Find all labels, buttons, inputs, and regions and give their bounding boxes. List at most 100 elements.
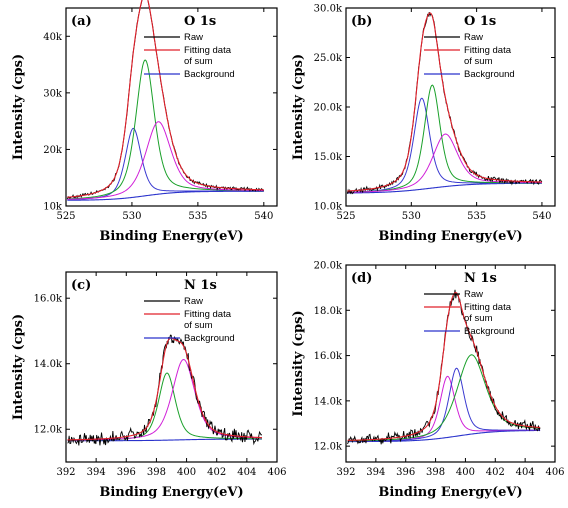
plot-frame — [345, 264, 556, 463]
legend-raw-label: Raw — [464, 32, 483, 43]
x-tick-label: 535 — [467, 211, 486, 222]
y-tick-label: 12.0k — [314, 442, 343, 453]
fit-component-2 — [347, 84, 542, 193]
x-tick-label: 530 — [402, 211, 421, 222]
x-tick-label: 404 — [516, 467, 535, 478]
x-tick-label: 530 — [122, 211, 141, 222]
legend-background-label: Background — [184, 69, 235, 80]
fit-component-1 — [67, 372, 262, 441]
y-tick-label: 40k — [43, 32, 63, 43]
x-tick-label: 394 — [87, 467, 106, 478]
y-axis-title: Intensity (cps) — [291, 54, 306, 160]
x-tick-label: 402 — [207, 467, 226, 478]
fit-component-3 — [347, 354, 541, 442]
y-tick-label: 18.0k — [314, 306, 343, 317]
legend-raw-label: Raw — [184, 296, 203, 307]
legend-fit-sum-label: of sum — [184, 320, 213, 331]
raw-data-line — [66, 0, 264, 200]
y-tick-label: 12.0k — [34, 425, 63, 436]
x-tick-label: 402 — [486, 467, 505, 478]
background-line — [347, 182, 542, 194]
x-tick-label: 540 — [532, 211, 551, 222]
panel-c: 392 394 396 398 400 402 404 406 12.0k 14.0k 16.0k B… — [11, 271, 287, 500]
y-tick-label: 20k — [43, 145, 63, 156]
panel-title: O 1s — [184, 14, 216, 29]
y-tick-label: 25.0k — [314, 53, 343, 64]
fit-component-2 — [67, 59, 264, 200]
x-tick-label: 394 — [366, 467, 385, 478]
panel-label: (a) — [71, 14, 92, 29]
x-tick-label: 398 — [147, 467, 166, 478]
fit-sum-line — [67, 0, 264, 198]
fit-component-2 — [67, 359, 262, 441]
x-tick-label: 540 — [254, 211, 273, 222]
legend-fit-sum-label: Fitting data — [464, 302, 512, 313]
raw-data-line — [346, 12, 543, 195]
raw-data-line — [67, 334, 263, 446]
legend-background-label: Background — [184, 333, 235, 344]
panel-title: N 1s — [464, 271, 497, 286]
x-axis-title: Binding Energy(eV) — [378, 485, 522, 500]
y-tick-label: 20.0k — [314, 261, 343, 272]
y-tick-label: 16.0k — [314, 351, 343, 362]
x-tick-label: 406 — [545, 467, 564, 478]
fit-sum-line — [67, 337, 262, 441]
legend-fit-sum-label: Fitting data — [184, 45, 232, 56]
y-axis-title: Intensity (cps) — [11, 314, 26, 420]
x-axis-title: Binding Energy(eV) — [378, 229, 522, 244]
x-tick-label: 400 — [177, 467, 196, 478]
x-tick-label: 400 — [456, 467, 475, 478]
plot-frame — [65, 271, 278, 463]
fit-sum-line — [347, 12, 542, 192]
fit-component-2 — [347, 367, 541, 442]
x-tick-label: 396 — [396, 467, 415, 478]
y-tick-label: 15.0k — [314, 152, 343, 163]
plot-frame — [65, 7, 278, 207]
panel-label: (b) — [351, 14, 372, 29]
x-tick-label: 392 — [336, 467, 355, 478]
fit-component-1 — [347, 375, 541, 442]
x-tick-label: 404 — [237, 467, 256, 478]
y-tick-label: 20.0k — [314, 103, 343, 114]
panel-label: (c) — [71, 278, 91, 293]
x-tick-label: 396 — [117, 467, 136, 478]
panel-title: N 1s — [184, 278, 217, 293]
y-tick-label: 10.0k — [314, 202, 343, 213]
panel-d: 392 394 396 398 400 402 404 406 12.0k 14.0k 16.0k 1… — [291, 261, 565, 501]
background-line — [67, 438, 262, 442]
y-tick-label: 30k — [43, 88, 63, 99]
legend-background-label: Background — [464, 69, 515, 80]
y-tick-label: 16.0k — [34, 294, 63, 305]
y-tick-label: 30.0k — [314, 4, 343, 15]
y-axis-title: Intensity (cps) — [291, 310, 306, 416]
panel-b: 525 530 535 540 10.0k 15.0k 20.0k 25.0k 30.0k Bin… — [291, 4, 556, 244]
y-tick-label: 14.0k — [34, 359, 63, 370]
legend-fit-sum-label: of sum — [464, 56, 493, 67]
x-tick-label: 406 — [267, 467, 286, 478]
y-tick-label: 14.0k — [314, 396, 343, 407]
legend-background-label: Background — [464, 326, 515, 337]
x-tick-label: 392 — [56, 467, 75, 478]
x-tick-label: 525 — [56, 211, 75, 222]
x-tick-label: 525 — [336, 211, 355, 222]
fit-sum-line — [347, 291, 541, 441]
legend-fit-sum-label: Fitting data — [464, 45, 512, 56]
panel-label: (d) — [351, 271, 372, 286]
y-tick-label: 10k — [43, 202, 63, 213]
x-axis-title: Binding Energy(eV) — [99, 485, 243, 500]
legend-fit-sum-label: of sum — [184, 56, 213, 67]
legend-raw-label: Raw — [464, 289, 483, 300]
x-tick-label: 535 — [188, 211, 207, 222]
legend-raw-label: Raw — [184, 32, 203, 43]
plot-frame — [345, 7, 556, 207]
panel-title: O 1s — [464, 14, 496, 29]
fit-component-1 — [347, 97, 542, 193]
x-axis-title: Binding Energy(eV) — [99, 229, 243, 244]
y-axis-title: Intensity (cps) — [11, 54, 26, 160]
legend-fit-sum-label: of sum — [464, 313, 493, 324]
